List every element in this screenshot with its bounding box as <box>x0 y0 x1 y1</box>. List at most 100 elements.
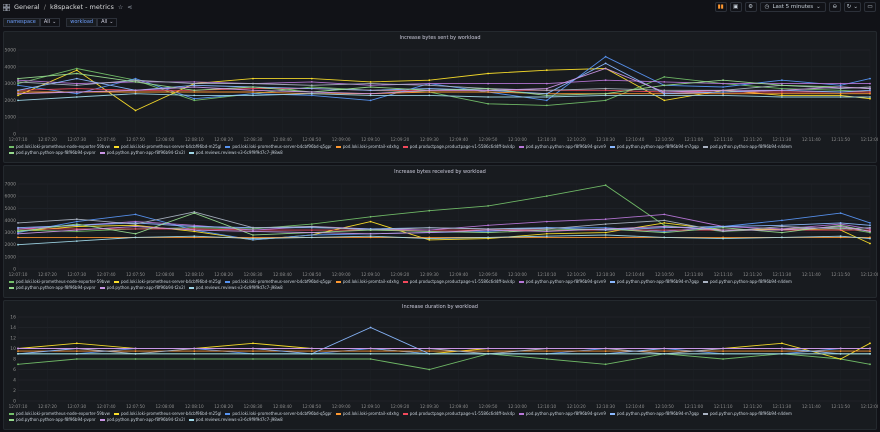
data-point[interactable] <box>310 225 313 228</box>
data-point[interactable] <box>781 79 783 82</box>
data-point[interactable] <box>604 62 607 65</box>
data-point[interactable] <box>252 229 254 231</box>
data-point[interactable] <box>722 91 724 93</box>
data-point[interactable] <box>839 212 842 214</box>
data-point[interactable] <box>193 347 196 350</box>
data-point[interactable] <box>75 230 78 233</box>
data-point[interactable] <box>545 104 548 107</box>
data-point[interactable] <box>134 225 137 228</box>
panel-title[interactable]: Increase bytes sent by workload <box>399 35 481 41</box>
legend-item[interactable]: pod.reviews.reviews-v3-6c9f9f9d7c7-j98w8 <box>188 417 283 423</box>
data-point[interactable] <box>487 224 489 227</box>
panel-title[interactable]: Increase duration by workload <box>402 304 478 310</box>
data-point[interactable] <box>428 91 431 93</box>
data-point[interactable] <box>75 84 78 87</box>
data-point[interactable] <box>17 81 19 83</box>
data-point[interactable] <box>663 231 666 234</box>
data-point[interactable] <box>839 91 842 93</box>
data-point[interactable] <box>604 99 607 102</box>
data-point[interactable] <box>428 89 431 92</box>
data-point[interactable] <box>781 82 783 85</box>
data-point[interactable] <box>369 215 372 218</box>
data-point[interactable] <box>252 358 254 360</box>
data-point[interactable] <box>781 352 783 355</box>
data-point[interactable] <box>663 352 666 355</box>
data-point[interactable] <box>428 231 431 234</box>
data-point[interactable] <box>487 350 489 352</box>
data-point[interactable] <box>604 67 607 70</box>
data-point[interactable] <box>545 99 548 102</box>
data-point[interactable] <box>604 352 607 355</box>
data-point[interactable] <box>310 77 313 80</box>
data-point[interactable] <box>75 91 78 93</box>
data-point[interactable] <box>604 363 607 366</box>
data-point[interactable] <box>722 79 724 82</box>
data-point[interactable] <box>369 235 372 238</box>
data-point[interactable] <box>193 94 196 97</box>
data-point[interactable] <box>369 82 372 85</box>
data-point[interactable] <box>869 224 871 227</box>
data-point[interactable] <box>604 236 607 239</box>
legend-item[interactable]: pod.productpage.productpage-v1-5586c6d4f… <box>402 144 515 150</box>
legend-item[interactable]: pod.reviews.reviews-v3-6c9f9f9d7c7-j98w8 <box>188 150 283 156</box>
data-point[interactable] <box>487 89 489 92</box>
data-point[interactable] <box>487 347 489 350</box>
data-point[interactable] <box>722 94 724 97</box>
data-point[interactable] <box>252 237 254 240</box>
data-point[interactable] <box>781 91 783 93</box>
data-point[interactable] <box>545 347 548 350</box>
data-point[interactable] <box>869 77 871 80</box>
data-point[interactable] <box>134 213 137 216</box>
data-point[interactable] <box>663 213 666 216</box>
data-point[interactable] <box>193 82 196 85</box>
data-point[interactable] <box>604 350 607 352</box>
data-point[interactable] <box>487 231 489 234</box>
data-point[interactable] <box>17 222 19 224</box>
data-point[interactable] <box>781 347 783 350</box>
data-point[interactable] <box>369 94 372 97</box>
data-point[interactable] <box>17 84 19 87</box>
data-point[interactable] <box>252 87 254 90</box>
data-point[interactable] <box>663 76 666 78</box>
data-point[interactable] <box>193 86 196 88</box>
data-point[interactable] <box>428 226 431 229</box>
data-point[interactable] <box>310 84 313 87</box>
data-point[interactable] <box>839 86 842 88</box>
data-point[interactable] <box>252 230 254 233</box>
data-point[interactable] <box>722 350 724 352</box>
data-point[interactable] <box>428 368 431 371</box>
data-point[interactable] <box>545 94 548 97</box>
legend-item[interactable]: pod.python.python-app-f8f96b94-gsvn9 <box>518 144 606 150</box>
data-point[interactable] <box>545 195 548 197</box>
data-point[interactable] <box>75 220 78 223</box>
share-icon[interactable]: ⋖ <box>127 3 133 11</box>
legend-item[interactable]: pod.python.python-app-f8f96b94-m7gqp <box>609 411 699 417</box>
series-line[interactable] <box>17 234 871 246</box>
data-point[interactable] <box>310 358 313 360</box>
dashboard-title[interactable]: k8spacket - metrics <box>49 3 114 11</box>
data-point[interactable] <box>487 82 489 85</box>
data-point[interactable] <box>545 229 548 231</box>
data-point[interactable] <box>781 89 783 92</box>
data-point[interactable] <box>545 87 548 90</box>
legend-item[interactable]: pod.python.python-app-f8f96b94-m7gqp <box>609 279 699 285</box>
data-point[interactable] <box>134 223 137 225</box>
series-line[interactable] <box>17 79 871 91</box>
legend-item[interactable]: pod.loki.loki-prometheus-server-b4cbf96b… <box>225 279 332 285</box>
data-point[interactable] <box>604 87 607 90</box>
data-point[interactable] <box>663 91 666 93</box>
data-point[interactable] <box>75 342 78 345</box>
data-point[interactable] <box>869 363 871 366</box>
data-point[interactable] <box>839 350 842 352</box>
data-point[interactable] <box>839 94 842 97</box>
data-point[interactable] <box>134 77 137 80</box>
data-point[interactable] <box>604 94 607 97</box>
data-point[interactable] <box>134 347 137 350</box>
data-point[interactable] <box>869 350 871 352</box>
data-point[interactable] <box>75 236 78 239</box>
data-point[interactable] <box>487 87 489 90</box>
data-point[interactable] <box>869 87 871 90</box>
add-panel-button[interactable]: ▮▮ <box>714 2 727 12</box>
data-point[interactable] <box>193 350 196 352</box>
data-point[interactable] <box>17 236 19 239</box>
